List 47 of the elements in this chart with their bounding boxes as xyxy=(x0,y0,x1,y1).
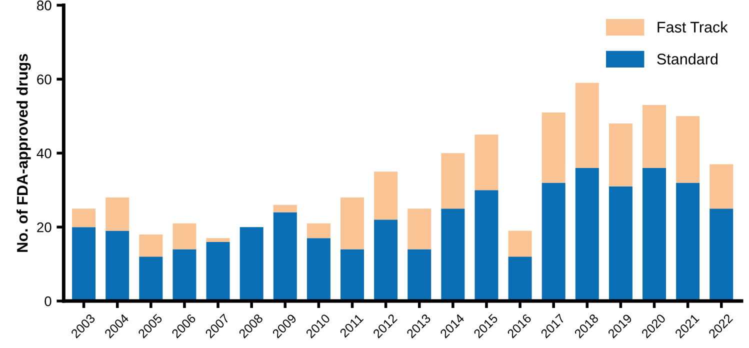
bar xyxy=(306,238,330,302)
bar xyxy=(642,105,666,168)
bar xyxy=(374,220,398,302)
legend-label: Fast Track xyxy=(658,21,728,33)
bar xyxy=(441,208,465,302)
y-tick-label: 80 xyxy=(37,0,52,10)
bar xyxy=(72,227,96,302)
bar xyxy=(408,208,432,250)
y-tick-label: 60 xyxy=(37,74,52,84)
bar xyxy=(172,249,196,302)
bar xyxy=(206,238,230,242)
bar xyxy=(710,208,734,302)
bar xyxy=(474,134,498,190)
bar xyxy=(542,182,566,302)
bar xyxy=(139,256,163,302)
bar xyxy=(139,234,163,257)
bar xyxy=(106,230,130,302)
y-tick-label: 0 xyxy=(44,296,52,306)
bar xyxy=(608,124,632,186)
bar xyxy=(106,197,130,231)
bar xyxy=(72,208,96,228)
bar xyxy=(676,116,700,183)
bar xyxy=(306,223,330,238)
bar xyxy=(508,230,532,257)
bar xyxy=(642,168,666,302)
y-axis-title: No. of FDA-approved drugs xyxy=(16,54,31,252)
bar xyxy=(608,186,632,302)
y-tick-label: 40 xyxy=(36,148,52,158)
bar xyxy=(408,249,432,302)
bar xyxy=(676,182,700,302)
bar xyxy=(542,112,566,183)
bar xyxy=(508,256,532,302)
bar xyxy=(240,227,264,302)
y-tick-label: 20 xyxy=(37,222,52,232)
bar xyxy=(575,82,599,168)
bar xyxy=(474,190,498,302)
bar xyxy=(441,153,465,209)
bar xyxy=(340,249,364,302)
bar xyxy=(206,242,230,302)
bar xyxy=(374,172,398,220)
bar xyxy=(273,204,297,212)
bar xyxy=(273,212,297,302)
legend-label: Standard xyxy=(657,53,718,64)
bar xyxy=(575,168,599,302)
bar xyxy=(710,164,734,209)
bar xyxy=(340,197,364,250)
bar xyxy=(172,223,196,250)
